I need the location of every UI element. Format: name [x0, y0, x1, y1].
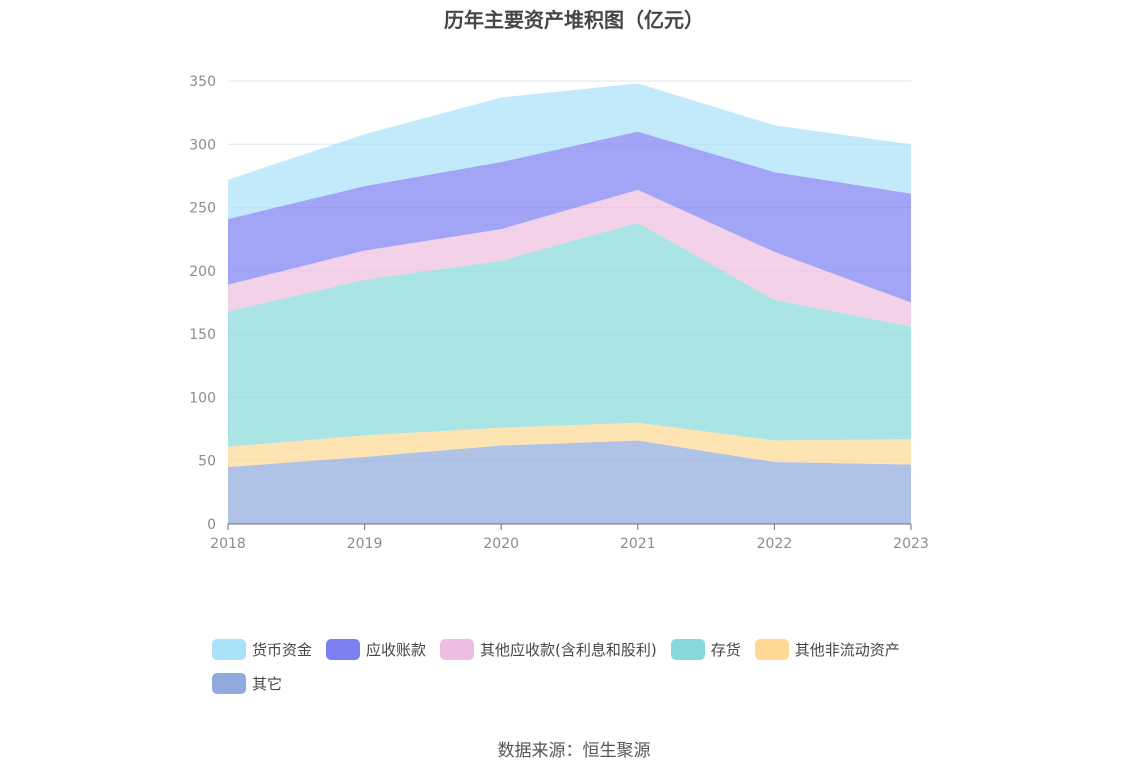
legend-swatch [326, 638, 361, 660]
legend-label: 其他非流动资产 [794, 640, 900, 659]
legend-label: 其他应收款(含利息和股利) [480, 640, 657, 659]
legend-item[interactable]: 应收账款 [326, 638, 426, 660]
y-tick-label: 250 [189, 201, 216, 217]
stacked-area-chart: 0 50 100 150 200 250 300 350 2018 2019 2020 2021 202… [189, 74, 929, 552]
legend-label: 货币资金 [252, 640, 313, 659]
legend-swatch [212, 672, 246, 694]
area-series-3 [228, 222, 911, 447]
y-tick-label: 200 [189, 264, 216, 280]
area-series-4 [228, 189, 911, 327]
x-tick-label: 2022 [757, 536, 793, 552]
chart-title: 历年主要资产堆积图（亿元） [444, 8, 704, 32]
axes: 0 50 100 150 200 250 300 350 2018 2019 2020 2021 202… [189, 74, 929, 552]
y-tick-label: 350 [189, 74, 216, 90]
x-tick-label: 2018 [210, 536, 246, 552]
x-tick-label: 2023 [893, 536, 929, 552]
legend-swatch [670, 638, 705, 660]
area-series-6 [228, 83, 911, 219]
legend-label: 存货 [710, 640, 741, 659]
x-tick-label: 2021 [620, 536, 656, 552]
area-series [228, 83, 911, 524]
area-series-2 [228, 422, 911, 467]
area-series-5 [228, 131, 911, 303]
y-tick-label: 150 [189, 327, 216, 343]
source-note: 数据来源：恒生聚源 [497, 741, 651, 761]
x-tick-label: 2019 [347, 536, 383, 552]
legend-item[interactable]: 其他应收款(含利息和股利) [440, 638, 657, 660]
y-tick-label: 300 [189, 137, 216, 153]
legend-swatch [212, 638, 246, 660]
legend: 货币资金 应收账款 其他应收款(含利息和股利) 存货 其他非流动资产其它 [212, 638, 952, 706]
legend-item[interactable]: 货币资金 [212, 638, 312, 660]
legend-swatch [754, 638, 789, 660]
y-tick-label: 0 [207, 517, 216, 533]
y-tick-label: 100 [189, 390, 216, 406]
x-tick-label: 2020 [483, 536, 519, 552]
legend-item[interactable]: 其它 [212, 672, 282, 694]
legend-swatch [440, 638, 475, 660]
area-series-1 [228, 440, 911, 524]
y-tick-label: 50 [198, 454, 216, 470]
legend-label: 应收账款 [366, 640, 427, 659]
legend-label: 其它 [252, 674, 283, 693]
legend-item[interactable]: 存货 [670, 638, 741, 660]
legend-item[interactable]: 其他非流动资产 [754, 638, 900, 660]
